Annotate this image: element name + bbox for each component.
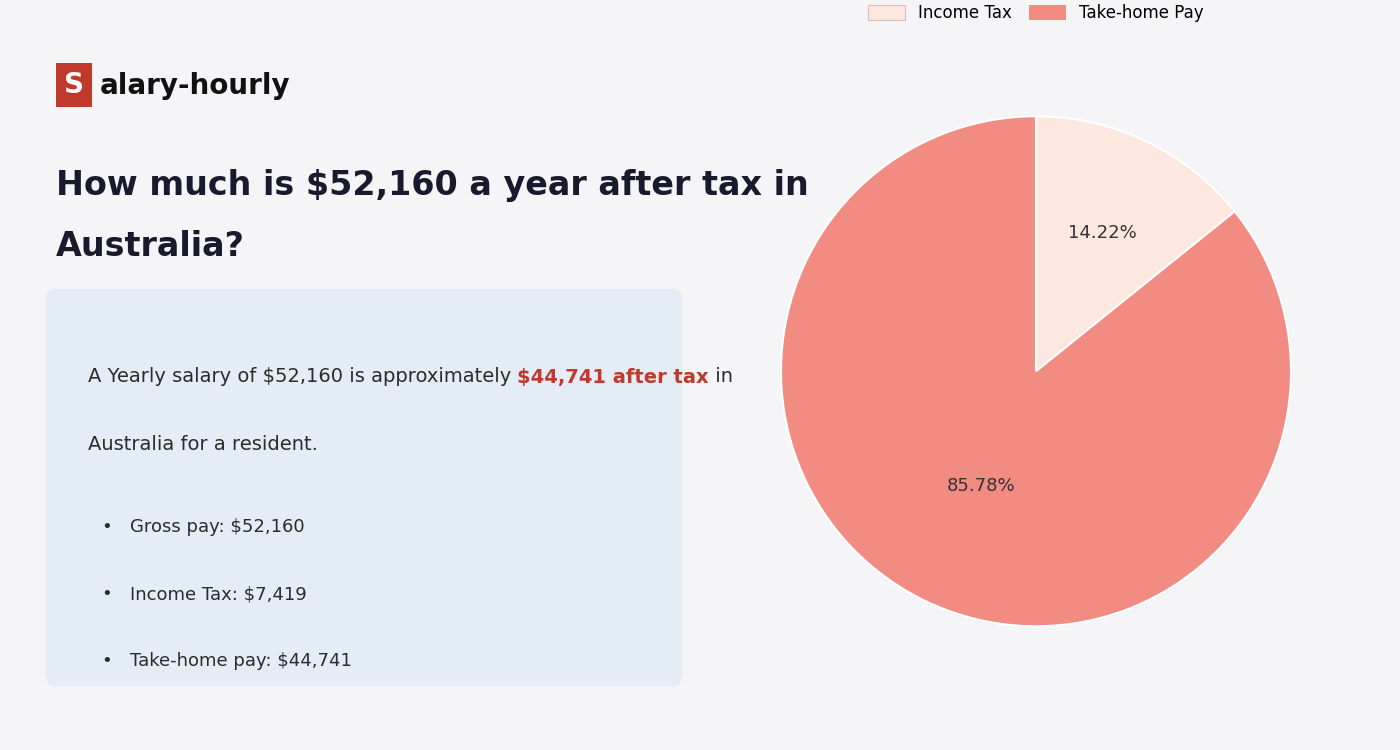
Text: S: S	[64, 70, 84, 99]
Text: A Yearly salary of $52,160 is approximately: A Yearly salary of $52,160 is approximat…	[87, 368, 517, 386]
Text: Australia?: Australia?	[56, 230, 245, 262]
Text: 85.78%: 85.78%	[946, 477, 1015, 495]
Text: •: •	[101, 585, 112, 603]
Text: Gross pay: $52,160: Gross pay: $52,160	[129, 518, 304, 536]
Text: 14.22%: 14.22%	[1068, 224, 1137, 242]
Legend: Income Tax, Take-home Pay: Income Tax, Take-home Pay	[862, 0, 1210, 28]
Text: Australia for a resident.: Australia for a resident.	[87, 435, 318, 454]
Text: Take-home pay: $44,741: Take-home pay: $44,741	[129, 652, 351, 670]
Wedge shape	[781, 116, 1291, 626]
Text: •: •	[101, 518, 112, 536]
Text: in: in	[708, 368, 732, 386]
Text: How much is $52,160 a year after tax in: How much is $52,160 a year after tax in	[56, 170, 809, 202]
Text: $44,741 after tax: $44,741 after tax	[517, 368, 708, 386]
FancyBboxPatch shape	[45, 289, 683, 686]
Text: Income Tax: $7,419: Income Tax: $7,419	[129, 585, 307, 603]
Text: •: •	[101, 652, 112, 670]
Wedge shape	[1036, 116, 1235, 371]
Text: alary-hourly: alary-hourly	[101, 72, 291, 100]
FancyBboxPatch shape	[56, 63, 92, 106]
